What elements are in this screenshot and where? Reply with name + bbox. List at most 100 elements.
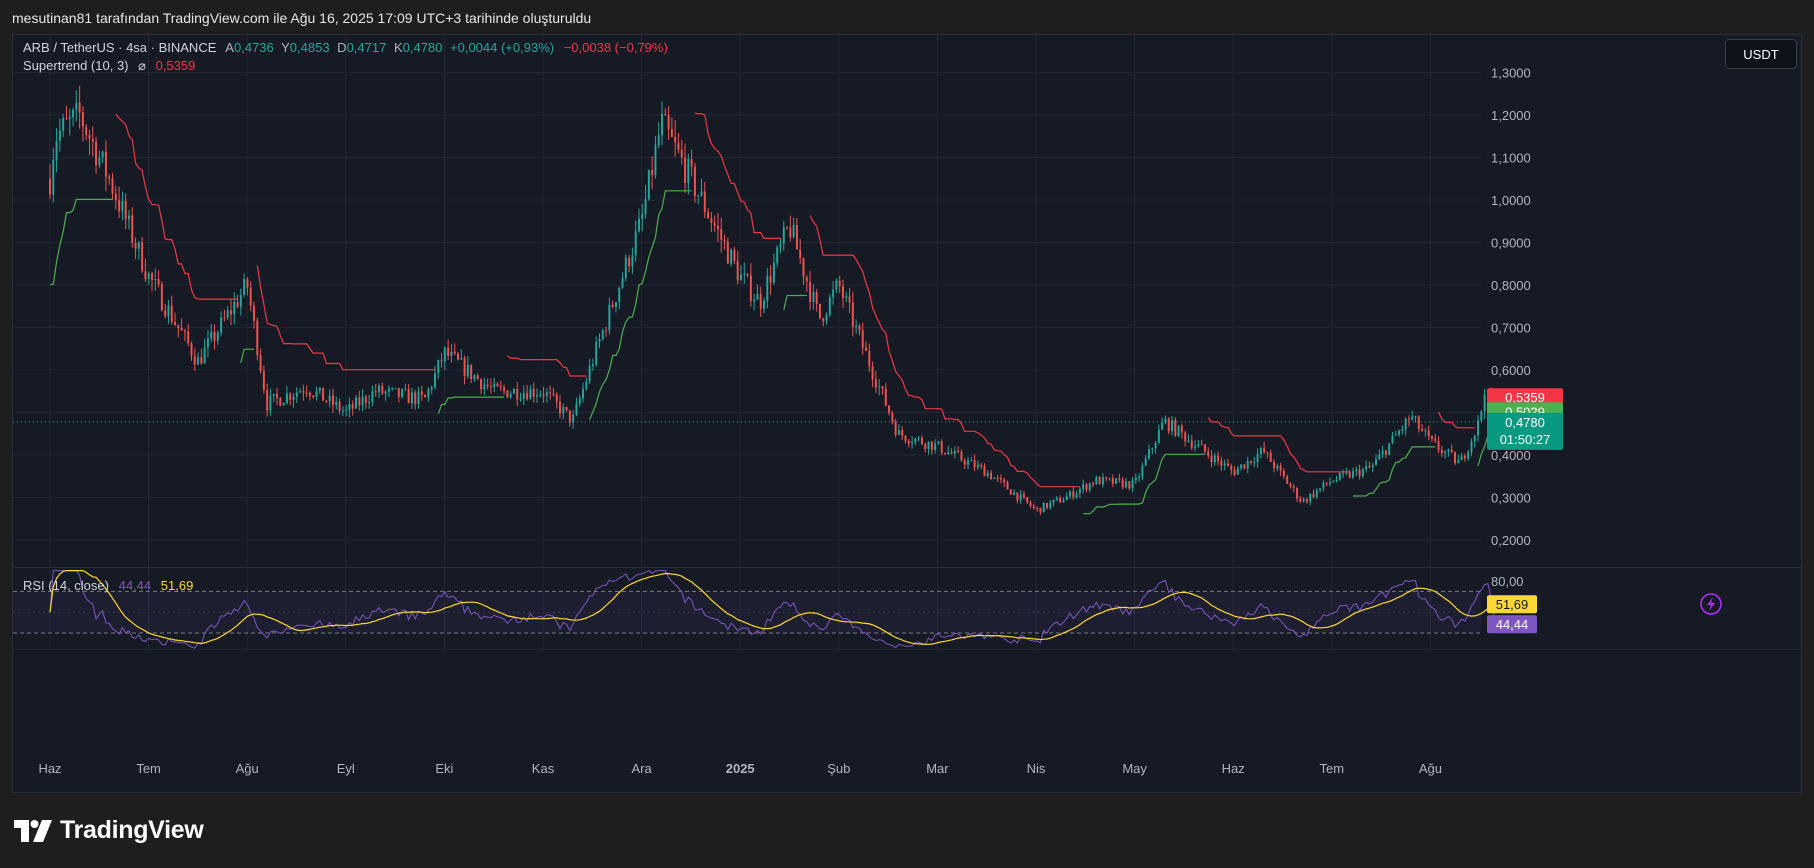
candle-body: [1085, 484, 1088, 490]
candle-body: [1250, 460, 1252, 463]
symbol-legend[interactable]: ARB / TetherUS · 4sa · BINANCE A0,4736 Y…: [23, 40, 674, 55]
candle-body: [1480, 411, 1483, 421]
candle-body: [1217, 455, 1220, 461]
candle-body: [1118, 478, 1121, 480]
candle-body: [684, 157, 687, 184]
candle-body: [795, 225, 798, 250]
candle-body: [865, 347, 868, 351]
candle-body: [410, 392, 413, 404]
supertrend-value: 0,5359: [155, 58, 196, 73]
close-value: K0,4780: [393, 40, 443, 55]
candle-body: [1342, 472, 1345, 474]
candle-body: [993, 477, 996, 479]
candle-body: [799, 249, 802, 259]
rsi-ma-value: 51,69: [160, 578, 194, 593]
candle-body: [822, 318, 825, 321]
candle-body: [101, 151, 104, 158]
chart-canvas[interactable]: 1,3000 1,2000 1,1000 1,0000 0,9000 0,8000 0,70…: [13, 35, 1802, 793]
candle-body: [914, 438, 917, 443]
supertrend-line: [589, 190, 692, 420]
candle-body: [1319, 488, 1322, 491]
candle-body: [331, 395, 334, 406]
candle-body: [49, 178, 51, 195]
candle-body: [447, 347, 450, 356]
candle-body: [562, 406, 565, 414]
candle-body: [420, 391, 423, 395]
supertrend-line: [783, 294, 807, 311]
supertrend-line: [1438, 411, 1475, 429]
candle-body: [624, 257, 627, 278]
candle-body: [121, 201, 124, 212]
candle-body: [1276, 465, 1279, 469]
candle-body: [404, 389, 407, 391]
candle-body: [805, 276, 808, 282]
candle-body: [466, 364, 469, 377]
supertrend-legend[interactable]: Supertrend (10, 3) ⌀ 0,5359: [23, 58, 201, 74]
candle-body: [743, 273, 746, 275]
candle-body: [657, 135, 660, 146]
candle-body: [1345, 472, 1348, 474]
candle-body: [295, 392, 298, 397]
candle-body: [700, 191, 703, 196]
candle-body: [1404, 418, 1407, 430]
candle-body: [299, 391, 302, 393]
supertrend-line: [507, 355, 587, 377]
candle-body: [378, 385, 381, 393]
candle-body: [262, 371, 265, 391]
supertrend-symbol: ⌀: [138, 58, 146, 73]
candle-body: [276, 393, 279, 399]
candle-body: [555, 394, 558, 402]
candle-body: [486, 384, 489, 387]
candle-body: [1391, 435, 1394, 444]
candle-body: [1473, 435, 1476, 442]
candle-body: [789, 227, 792, 237]
candle-body: [433, 373, 436, 388]
candle-body: [167, 305, 170, 317]
candle-body: [934, 443, 937, 450]
candle-body: [1161, 422, 1164, 430]
candle-body: [430, 387, 433, 390]
alert-flash-glyph: [1707, 597, 1715, 611]
candle-body: [598, 339, 601, 342]
currency-button[interactable]: USDT: [1725, 39, 1797, 69]
rsi-label[interactable]: RSI (14, close): [23, 578, 109, 593]
candle-body: [907, 441, 910, 444]
tradingview-logo[interactable]: TradingView: [14, 816, 204, 845]
candle-body: [1174, 420, 1177, 436]
x-tick-label: Nis: [1027, 761, 1046, 776]
candle-body: [957, 450, 960, 453]
candle-body: [690, 158, 693, 167]
high-value: Y0,4853: [281, 40, 330, 55]
candle-body: [858, 325, 861, 331]
supertrend-line: [694, 112, 781, 239]
candle-body: [312, 395, 315, 397]
candle-body: [835, 280, 838, 290]
candle-body: [1335, 479, 1338, 482]
candle-body: [1289, 483, 1292, 487]
rsi-legend[interactable]: RSI (14, close) 44,44 51,69: [23, 578, 199, 593]
candle-body: [450, 351, 453, 356]
y-tick-label: 0,9000: [1491, 236, 1531, 251]
candle-body: [963, 460, 966, 465]
candle-body: [611, 304, 614, 308]
chart-panel[interactable]: 1,3000 1,2000 1,1000 1,0000 0,9000 0,8000 0,70…: [12, 34, 1802, 793]
candle-body: [1184, 432, 1187, 442]
candle-body: [565, 406, 568, 411]
candle-body: [259, 355, 262, 372]
x-tick-label: Kas: [532, 761, 555, 776]
candle-body: [1098, 477, 1101, 485]
candle-body: [1440, 449, 1443, 454]
candle-body: [687, 158, 690, 184]
supertrend-label[interactable]: Supertrend (10, 3): [23, 58, 129, 73]
candle-body: [878, 386, 881, 388]
candle-body: [470, 364, 473, 380]
candle-body: [967, 460, 970, 465]
candle-body: [453, 351, 456, 354]
alert-flash-icon[interactable]: [1700, 593, 1722, 615]
candle-body: [1384, 450, 1387, 455]
candle-body: [838, 280, 841, 287]
tradingview-logo-icon: [14, 819, 52, 842]
symbol-name[interactable]: ARB / TetherUS · 4sa · BINANCE: [23, 40, 217, 55]
candle-body: [605, 330, 608, 332]
candle-body: [256, 320, 259, 356]
